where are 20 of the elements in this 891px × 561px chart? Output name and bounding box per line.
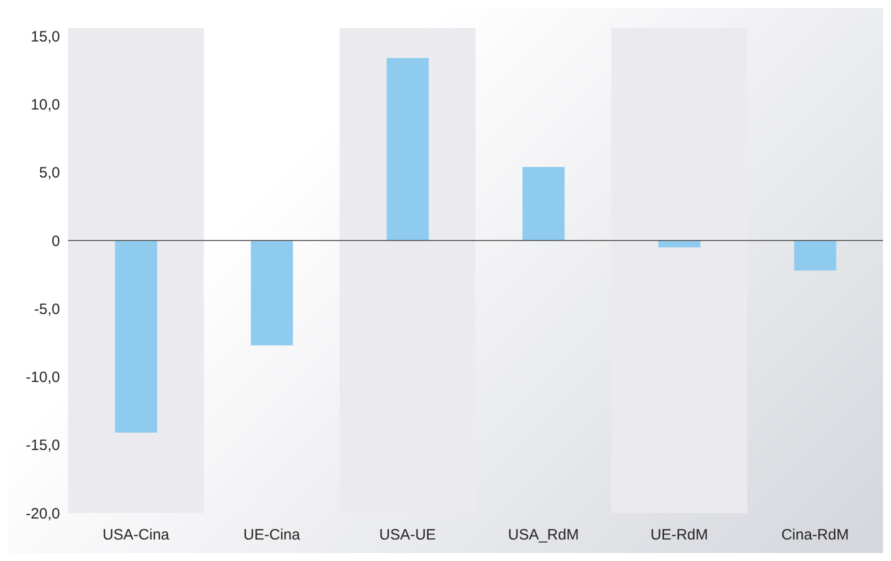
y-tick-label: 10,0 [30,96,60,114]
x-tick-label: Cina-RdM [781,526,849,544]
y-tick-label: -20,0 [26,505,60,522]
x-tick-label: UE-Cina [243,526,301,544]
bar [115,240,158,433]
y-tick-label: 15,0 [30,28,60,46]
y-tick-label: 5,0 [39,164,60,182]
x-tick-label: USA-UE [379,526,436,544]
bar [522,166,565,241]
y-tick-label: -5,0 [34,300,60,318]
x-tick-label: UE-RdM [650,526,708,544]
bar [658,240,700,248]
bar [794,240,836,270]
bar [250,240,293,346]
bar [386,58,429,241]
x-tick-label: USA-Cina [102,526,170,544]
y-tick-label: 0 [52,232,60,250]
y-tick-label: -15,0 [26,437,60,454]
x-tick-label: USA_RdM [508,526,579,544]
y-tick-label: -10,0 [26,369,60,386]
